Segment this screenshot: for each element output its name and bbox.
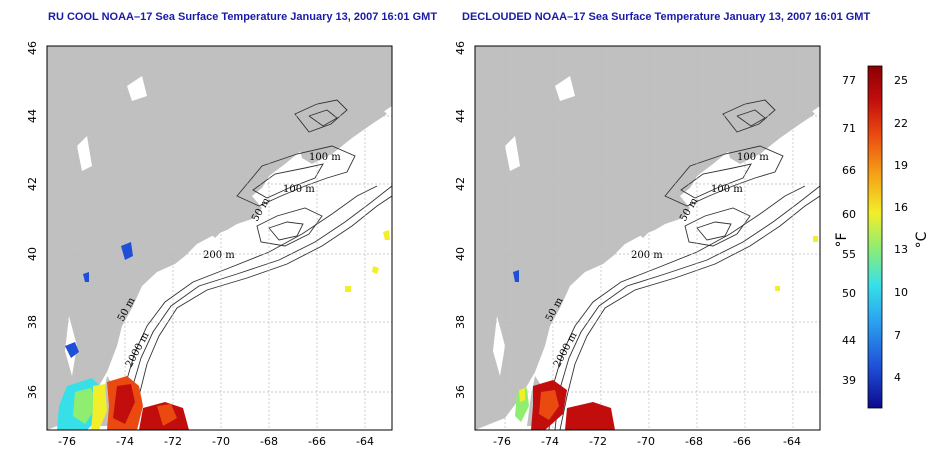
- left-y-tick: 44: [26, 109, 39, 123]
- left-x-tick: -74: [116, 435, 134, 448]
- right-y-tick: 38: [454, 315, 467, 329]
- colorbar-scale: [867, 65, 883, 409]
- right-y-tick: 46: [454, 41, 467, 55]
- left-x-tick: -64: [356, 435, 374, 448]
- celsius-tick: 4: [894, 371, 901, 384]
- right-contour-label-200m: 200 m: [631, 250, 663, 261]
- left-y-tick: 42: [26, 177, 39, 191]
- left-x-axis: -76 -74 -72 -70 -68 -66 -64: [58, 435, 374, 448]
- fahrenheit-tick: 50: [842, 287, 856, 300]
- fahrenheit-tick: 44: [842, 334, 856, 347]
- left-x-tick: -66: [308, 435, 326, 448]
- celsius-tick: 16: [894, 201, 908, 214]
- celsius-tick: 13: [894, 243, 908, 256]
- right-y-tick: 44: [454, 109, 467, 123]
- right-y-tick: 42: [454, 177, 467, 191]
- right-y-tick: 40: [454, 247, 467, 261]
- fahrenheit-tick: 77: [842, 74, 856, 87]
- right-x-tick: -70: [637, 435, 655, 448]
- fahrenheit-unit-label: °F: [834, 232, 850, 247]
- left-map-title: RU COOL NOAA–17 Sea Surface Temperature …: [48, 11, 438, 23]
- left-y-tick: 38: [26, 315, 39, 329]
- fahrenheit-tick: 39: [842, 374, 856, 387]
- right-contour-label-100m: 100 m: [737, 152, 769, 163]
- left-y-tick: 40: [26, 247, 39, 261]
- right-y-tick: 36: [454, 385, 467, 399]
- right-y-axis: 36 38 40 42 44 46: [454, 41, 467, 399]
- left-x-tick: -68: [260, 435, 278, 448]
- left-x-tick: -72: [164, 435, 182, 448]
- left-grid: [47, 46, 392, 430]
- right-x-tick: -74: [541, 435, 559, 448]
- fahrenheit-tick: 60: [842, 208, 856, 221]
- celsius-tick: 10: [894, 286, 908, 299]
- colorbar-fahrenheit-ticks: 77 71 66 60 55 50 44 39: [842, 74, 856, 387]
- celsius-tick: 22: [894, 117, 908, 130]
- right-grid: [475, 46, 820, 430]
- right-x-tick: -72: [589, 435, 607, 448]
- fahrenheit-tick: 71: [842, 122, 856, 135]
- right-sst-data: [513, 236, 818, 430]
- left-y-axis: 36 38 40 42 44 46: [26, 41, 39, 399]
- fahrenheit-tick: 66: [842, 164, 856, 177]
- right-x-tick: -76: [493, 435, 511, 448]
- left-map-panel: 100 m 100 m 50 m 200 m 50 m 2000 m: [46, 45, 393, 431]
- right-x-tick: -66: [733, 435, 751, 448]
- celsius-tick: 7: [894, 329, 901, 342]
- right-map-title: DECLOUDED NOAA–17 Sea Surface Temperatur…: [462, 11, 871, 23]
- celsius-unit-label: °C: [914, 231, 930, 248]
- colorbar: 77 71 66 60 55 50 44 39 25 22 19 16 13 1…: [834, 65, 930, 409]
- celsius-tick: 19: [894, 159, 908, 172]
- right-map-panel: 100 m 100 m 50 m 200 m 50 m 2000 m: [474, 45, 821, 431]
- left-x-tick: -76: [58, 435, 76, 448]
- right-contour-label-100m: 100 m: [711, 184, 743, 195]
- left-y-tick: 46: [26, 41, 39, 55]
- right-x-axis: -76 -74 -72 -70 -68 -66 -64: [493, 435, 801, 448]
- left-x-tick: -70: [212, 435, 230, 448]
- celsius-tick: 25: [894, 74, 908, 87]
- left-contour-label-100m: 100 m: [283, 184, 315, 195]
- left-contour-label-100m: 100 m: [309, 152, 341, 163]
- right-x-tick: -64: [783, 435, 801, 448]
- left-y-tick: 36: [26, 385, 39, 399]
- left-contour-label-200m: 200 m: [203, 250, 235, 261]
- left-sst-data: [57, 230, 390, 430]
- fahrenheit-tick: 55: [842, 248, 856, 261]
- right-x-tick: -68: [685, 435, 703, 448]
- colorbar-celsius-ticks: 25 22 19 16 13 10 7 4: [894, 74, 908, 384]
